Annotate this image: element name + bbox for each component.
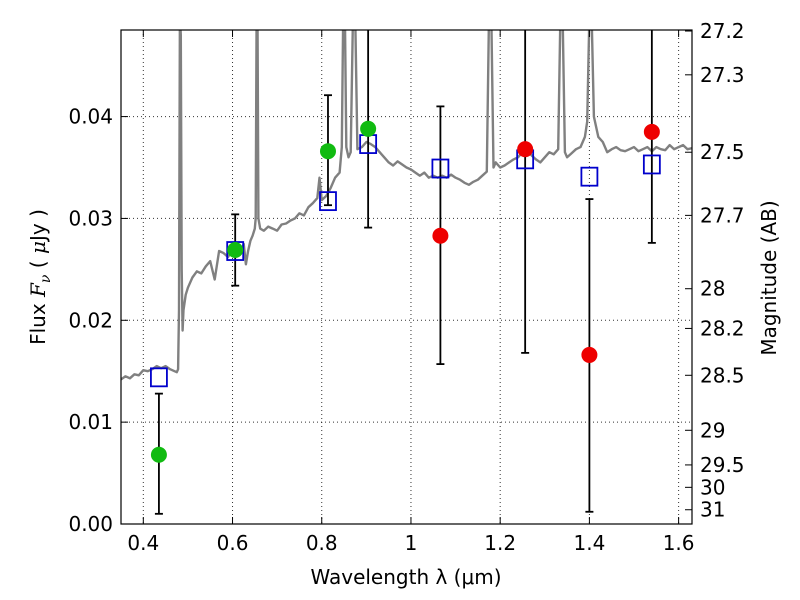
green-data-point xyxy=(360,120,377,137)
model-flux-square xyxy=(431,158,450,179)
x-axis-label: Wavelength λ (μm) xyxy=(310,565,501,589)
spectrum-line xyxy=(121,30,692,381)
model-flux-square xyxy=(150,367,168,388)
x-tick-label: 0.8 xyxy=(306,531,338,555)
green-data-point xyxy=(227,242,244,259)
plot-area xyxy=(121,30,692,515)
mag-tick-label: 28.5 xyxy=(700,363,745,387)
mag-tick-label: 29 xyxy=(700,418,725,442)
green-data-point xyxy=(319,143,336,160)
mag-tick-label: 30 xyxy=(700,475,725,499)
model-flux-square xyxy=(642,154,661,175)
model-flux-square xyxy=(319,191,337,212)
mag-tick-label: 27.2 xyxy=(700,19,745,43)
red-data-point xyxy=(432,227,449,244)
grid xyxy=(121,30,692,525)
y-tick-label: 0.01 xyxy=(68,410,113,434)
model-flux-square xyxy=(580,166,599,187)
mag-tick-label: 27.5 xyxy=(700,140,745,164)
red-data-point xyxy=(643,123,660,140)
mag-tick-label: 31 xyxy=(700,498,725,522)
mag-tick-label: 28 xyxy=(700,277,725,301)
y-tick-label: 0.04 xyxy=(68,105,113,129)
x-tick-label: 1.2 xyxy=(484,531,516,555)
mag-tick-label: 27.3 xyxy=(700,63,745,87)
plot-frame xyxy=(120,29,693,525)
y-tick-label: 0.03 xyxy=(68,206,113,230)
y-axis-label: Flux Fν ( μJy ) xyxy=(26,209,54,345)
x-tick-label: 0.4 xyxy=(127,531,159,555)
red-data-point xyxy=(581,346,598,363)
x-tick-label: 1.6 xyxy=(663,531,695,555)
red-data-point xyxy=(517,141,534,158)
axis-ticks: 0.4 0.6 0.8 1 1.2 1.4 1.6 0.00 0.01 0.02 0.03 0.04 2… xyxy=(68,19,744,555)
x-tick-label: 1 xyxy=(405,531,418,555)
x-tick-label: 1.4 xyxy=(573,531,605,555)
x-tick-label: 0.6 xyxy=(217,531,249,555)
mag-tick-label: 27.7 xyxy=(700,203,745,227)
y-tick-label: 0.02 xyxy=(68,308,113,332)
y-tick-label: 0.00 xyxy=(68,512,113,536)
green-data-point xyxy=(150,446,167,463)
mag-tick-label: 28.2 xyxy=(700,316,745,340)
y2-axis-label: Magnitude (AB) xyxy=(757,200,781,355)
mag-tick-label: 29.5 xyxy=(700,453,745,477)
